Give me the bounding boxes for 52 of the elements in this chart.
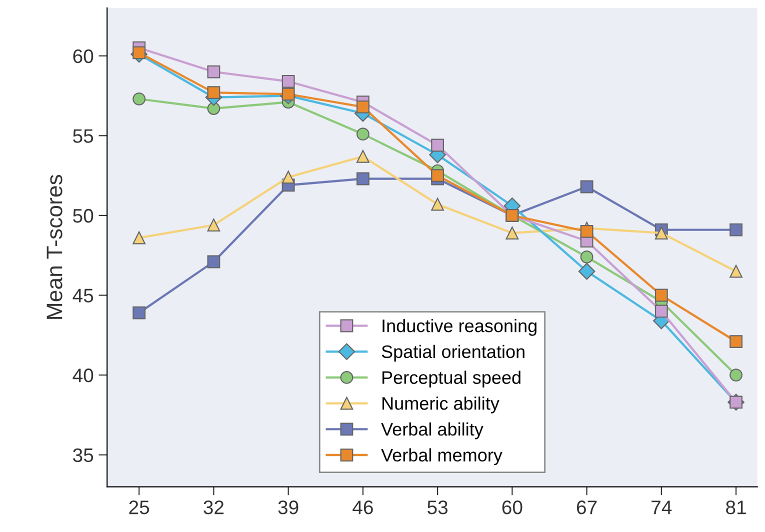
point	[580, 250, 594, 264]
point	[654, 304, 668, 318]
point	[730, 368, 742, 382]
x-tick-label: 46	[352, 500, 373, 514]
y-axis-title: Mean T-scores	[46, 174, 62, 319]
point	[580, 224, 594, 238]
legend-label: Verbal ability	[381, 422, 484, 440]
point	[132, 231, 146, 244]
point	[506, 226, 519, 240]
point	[730, 223, 742, 236]
y-tick-label: 35	[73, 448, 94, 462]
x-tick-label: 39	[278, 500, 298, 514]
point	[431, 138, 444, 152]
point	[578, 262, 596, 280]
point	[356, 172, 370, 186]
x-tick-label: 32	[204, 500, 224, 514]
x-tick-label: 53	[428, 500, 448, 514]
point	[132, 306, 146, 320]
point	[132, 46, 146, 60]
legend-label: Verbal memory	[381, 448, 502, 466]
x-tick-label: 81	[726, 500, 746, 514]
x-tick-label: 60	[502, 500, 522, 514]
point	[580, 180, 594, 194]
point	[356, 150, 370, 163]
x-tick-label: 74	[652, 500, 672, 514]
y-tick-label: 60	[73, 49, 94, 64]
x-tick-label: 67	[576, 500, 597, 514]
point	[356, 128, 370, 141]
legend-label: Perceptual speed	[382, 370, 520, 388]
y-tick-label: 50	[73, 208, 94, 223]
point	[654, 288, 668, 302]
point	[132, 92, 146, 106]
point	[207, 218, 220, 232]
point	[207, 86, 220, 100]
legend-label: Spatial orientation	[382, 344, 524, 362]
y-tick-label: 40	[72, 368, 94, 382]
point	[207, 65, 220, 78]
x-tick-label: 25	[129, 500, 150, 514]
point	[282, 170, 295, 184]
point	[654, 226, 668, 240]
point	[730, 335, 742, 348]
y-tick-label: 55	[73, 129, 94, 143]
legend-label: Inductive reasoning	[382, 318, 536, 336]
point	[282, 74, 295, 88]
y-tick-label: 45	[72, 288, 94, 302]
point	[730, 264, 742, 278]
point	[431, 169, 444, 182]
point	[207, 102, 220, 115]
legend-label: Numeric ability	[382, 396, 500, 414]
point	[431, 198, 444, 211]
point	[207, 255, 220, 268]
point	[356, 100, 370, 114]
